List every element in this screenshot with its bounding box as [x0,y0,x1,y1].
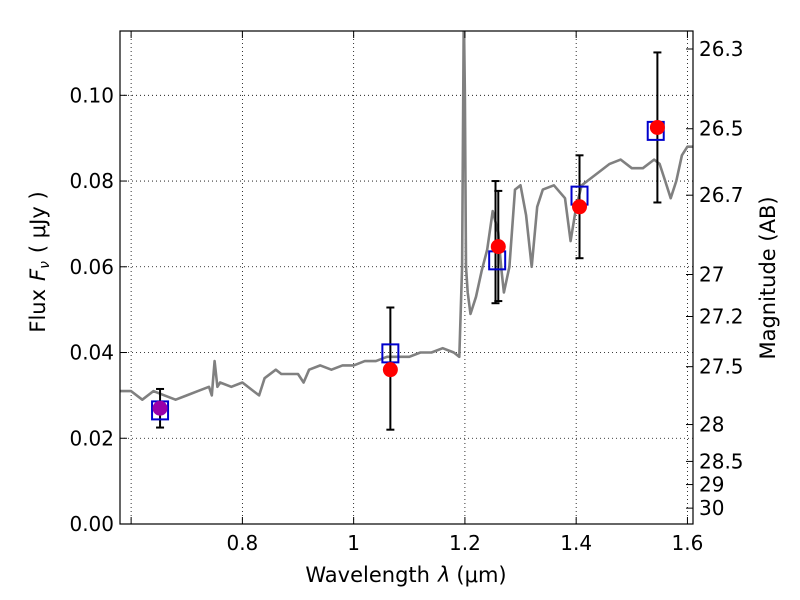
y2-tick-label: 26.5 [699,117,744,141]
y-tick-label: 0.06 [69,255,114,279]
x-tick-labels: 0.8 1 1.2 1.4 1.6 [226,531,703,555]
y2-tick-label: 30 [699,496,724,520]
y-tick-label: 0.04 [69,341,114,365]
y2-tick-label: 28.5 [699,449,744,473]
y2-tick-label: 27.2 [699,305,744,329]
plot-frame [119,30,694,525]
y2-tick-label: 27.5 [699,355,744,379]
observed-photometry-points [152,119,665,416]
y-tick-label: 0.00 [69,512,114,536]
y-tick-label: 0.10 [69,83,114,107]
model-photometry-squares [151,120,665,421]
y2-tick-label: 28 [699,413,724,437]
y2-tick-label: 27 [699,262,724,286]
x-tick-label: 1.6 [672,531,704,555]
observed-point [490,239,506,255]
x-tick-label: 1 [347,531,360,555]
error-bars [156,51,662,431]
spectrum-series [120,31,693,402]
observed-point [382,362,398,378]
observed-point [572,199,588,215]
spectrum-line [120,31,693,402]
observed-point [649,119,665,135]
observed-point [152,400,168,416]
y2-tick-label: 29 [699,473,724,497]
x-tick-label: 1.4 [560,531,592,555]
y2-axis-label: Magnitude (AB) [756,196,780,359]
y2-tick-label: 26.3 [699,37,744,61]
x-tick-label: 1.2 [449,531,481,555]
axis-ticks [120,31,693,525]
x-tick-label: 0.8 [226,531,258,555]
y-tick-label: 0.02 [69,426,114,450]
y-tick-label: 0.08 [69,169,114,193]
model-square [488,250,507,271]
grid-lines [120,31,693,524]
y-axis-label: FluxFν( μJy ) [26,191,53,332]
y2-tick-label: 26.7 [699,183,744,207]
y-tick-labels: 0.00 0.02 0.04 0.06 0.08 0.10 [69,83,114,536]
x-axis-label: Wavelength λ (μm) [305,563,506,587]
